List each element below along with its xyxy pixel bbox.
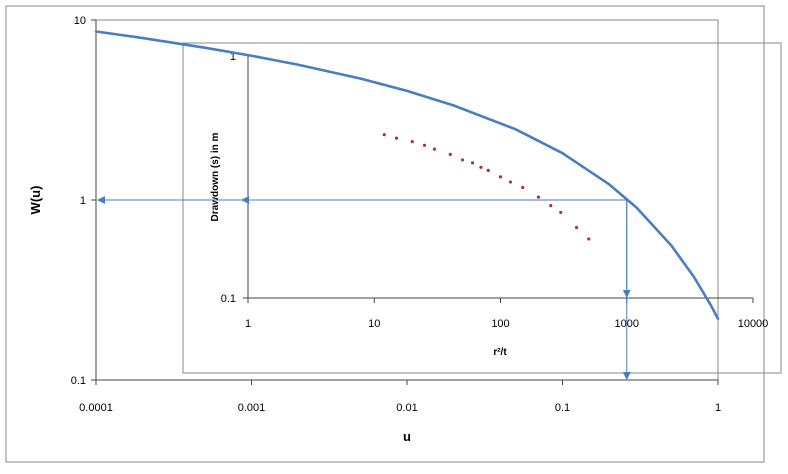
drawdown-data-point: [479, 165, 483, 169]
drawdown-data-point: [448, 152, 452, 156]
drawdown-data-point: [410, 140, 414, 144]
drawdown-data-point: [422, 143, 427, 147]
chart-marks: [94, 30, 720, 380]
outer-y-tick-label: 0.1: [71, 375, 86, 387]
overlay-chart-frame: [182, 42, 782, 374]
type-curve-line: [94, 30, 720, 321]
drawdown-data-point: [382, 133, 386, 137]
overlay-x-tick-label: 1: [245, 318, 251, 330]
overlay-y-axis-label: Drawdown (s) in m: [210, 132, 221, 221]
overlay-x-axis-label: r²/t: [493, 347, 507, 358]
drawdown-data-point: [460, 158, 465, 162]
outer-chart-frame: [5, 5, 765, 463]
drawdown-data-point: [470, 161, 475, 165]
drawdown-data-point: [587, 237, 591, 241]
outer-y-tick-label: 1: [80, 195, 86, 207]
overlay-y-tick-label: 0.1: [221, 293, 236, 305]
drawdown-data-point: [394, 136, 399, 140]
drawdown-data-point: [549, 204, 553, 208]
overlay-x-tick-label: 10: [368, 318, 380, 330]
drawdown-data-point: [432, 147, 437, 151]
drawdown-data-point: [559, 210, 563, 215]
overlay-axis-ticks: [243, 54, 754, 303]
drawdown-data-point: [521, 185, 525, 190]
outer-x-tick-label: 0.1: [555, 402, 570, 414]
outer-x-tick-label: 0.0001: [79, 402, 113, 414]
overlay-x-tick-label: 100: [491, 318, 509, 330]
drawdown-data-point: [536, 195, 541, 199]
drawdown-data-point: [498, 175, 503, 179]
outer-y-tick-label: 10: [74, 15, 86, 27]
drawdown-data-point: [486, 168, 490, 173]
overlay-x-tick-label: 10000: [738, 318, 769, 330]
drawdown-data-point: [508, 180, 513, 184]
outer-axis-ticks: [91, 19, 719, 385]
outer-x-axis-label: u: [403, 429, 411, 444]
outer-x-tick-label: 1: [715, 402, 721, 414]
drawdown-data-point: [574, 225, 579, 230]
outer-x-tick-label: 0.01: [396, 402, 417, 414]
outer-y-axis-label: W(u): [28, 186, 43, 215]
outer-x-tick-label: 0.001: [238, 402, 266, 414]
overlay-y-tick-label: 1: [230, 51, 236, 63]
